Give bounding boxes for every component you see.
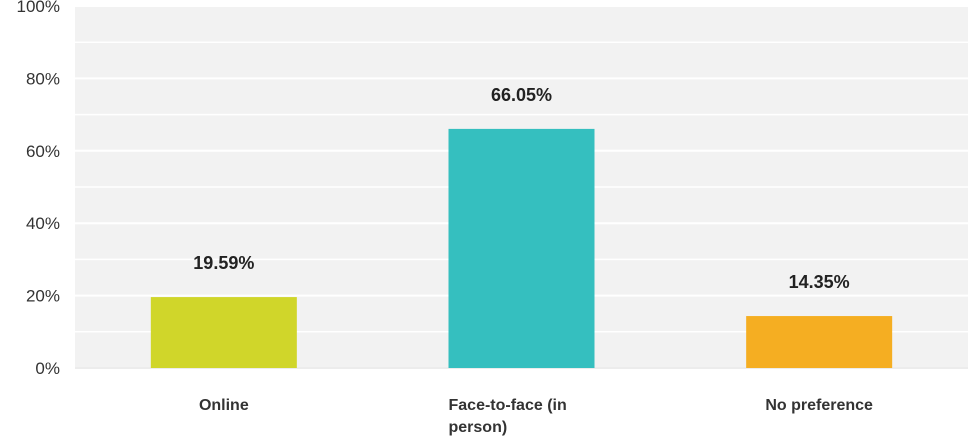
x-tick-label-line: No preference [765, 397, 873, 414]
x-tick-label-line: Face-to-face (in [449, 397, 567, 414]
bars [150, 128, 893, 368]
x-axis-category-labels: Online Face-to-face (in person) No preferen… [199, 397, 873, 436]
data-label: 19.59% [193, 253, 254, 273]
y-tick-label: 20% [26, 287, 60, 306]
bar [746, 316, 893, 368]
data-label: 66.05% [491, 85, 552, 105]
x-tick-label-line: Online [199, 397, 249, 414]
bar [448, 128, 595, 368]
x-tick-label: Online [199, 397, 249, 414]
y-tick-label: 60% [26, 142, 60, 161]
y-tick-label: 40% [26, 214, 60, 233]
y-tick-label: 80% [26, 69, 60, 88]
data-labels: 19.59% 66.05% 14.35% [193, 85, 849, 292]
x-tick-label-line: person) [449, 419, 508, 436]
y-axis-tick-labels: 0% 20% 40% 60% 80% 100% [17, 0, 60, 378]
x-tick-label: Face-to-face (in person) [449, 397, 567, 436]
x-tick-label: No preference [765, 397, 873, 414]
data-label: 14.35% [789, 272, 850, 292]
y-tick-label: 100% [17, 0, 60, 16]
y-tick-label: 0% [35, 359, 60, 378]
bar [150, 297, 297, 368]
